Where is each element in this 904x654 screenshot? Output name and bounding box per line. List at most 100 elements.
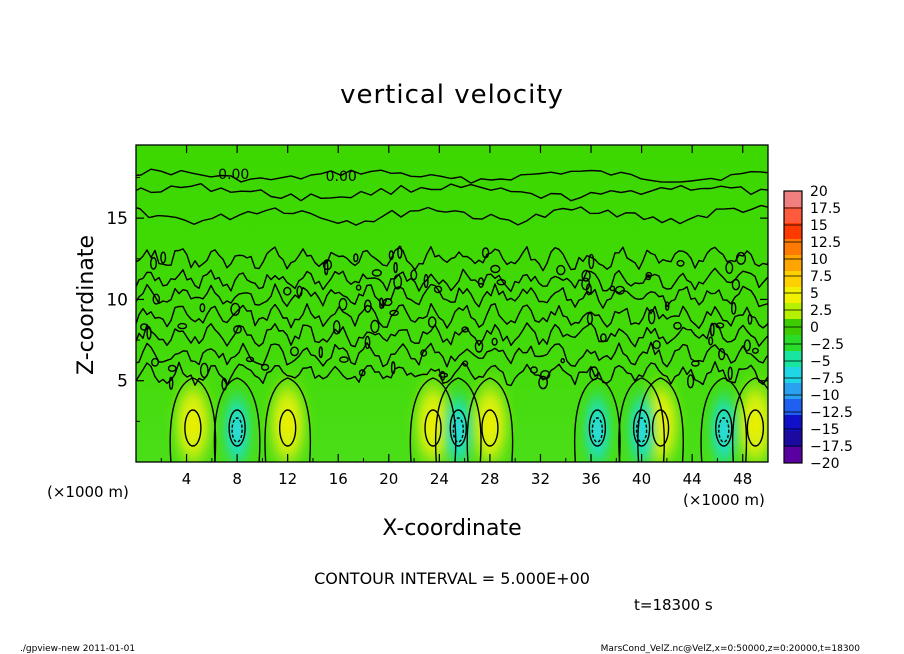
colorbar-label: 5: [810, 286, 819, 302]
contour-line: [136, 183, 768, 202]
colorbar-swatch: [784, 351, 802, 368]
contour-loop: [560, 358, 566, 364]
contour-loop-negative: [591, 417, 604, 443]
contour-loop: [600, 333, 607, 343]
contour-loop: [746, 409, 765, 447]
contour-loop: [433, 285, 443, 294]
x-tick-label: 4: [182, 470, 192, 488]
contour-line: [573, 377, 621, 462]
contour-loop: [278, 409, 297, 447]
contour-loop: [715, 322, 725, 329]
x-axis-label: X-coordinate: [382, 516, 521, 541]
contour-loop: [290, 346, 300, 357]
contour-loop: [160, 251, 167, 264]
contour-loop: [747, 313, 753, 325]
colorbar-swatch: [784, 399, 802, 416]
contour-loop: [168, 376, 174, 390]
colorbar-swatch: [784, 367, 802, 384]
y-tick-label: 5: [117, 372, 128, 392]
colorbar-label: 7.5: [810, 269, 832, 285]
contour-loop: [718, 348, 726, 361]
contour-line: [136, 283, 768, 309]
contour-loop: [614, 285, 626, 295]
contour-line: [731, 377, 768, 462]
contour-loop: [370, 319, 380, 334]
contour-loop: [708, 336, 714, 346]
contour-loop: [199, 362, 209, 379]
contour-loop: [228, 409, 246, 447]
colorbar-label: 0: [810, 320, 819, 336]
contour-loop-negative: [231, 417, 243, 443]
colorbar-swatch: [784, 239, 802, 256]
contour-loop: [585, 283, 592, 296]
contour-loop: [371, 269, 382, 277]
colorbar-swatch: [784, 287, 802, 304]
colorbar-swatch: [784, 431, 802, 448]
contour-line: [169, 377, 217, 462]
contour-loop: [588, 253, 595, 270]
updraft-field: [261, 364, 314, 462]
contour-loop: [461, 326, 469, 333]
contour-loop: [477, 277, 485, 288]
colorbar-label: −5: [810, 354, 831, 370]
contour-loop: [150, 357, 159, 367]
downdraft-field: [623, 382, 660, 462]
footer-left: ./gpview-new 2011-01-01: [20, 644, 135, 654]
contour-loop: [715, 409, 733, 447]
contour-loop: [260, 363, 270, 371]
contour-loop: [230, 302, 241, 316]
contour-loop: [397, 245, 403, 259]
x-unit-right: (×1000 m): [683, 491, 765, 509]
contour-loop: [690, 360, 700, 367]
contour-loop: [481, 409, 499, 447]
contour-loop: [481, 247, 490, 259]
contour-loop: [424, 409, 442, 447]
contour-line: [213, 377, 261, 462]
x-tick-label: 8: [232, 470, 242, 488]
contour-loop: [296, 285, 303, 297]
contour-loop: [491, 337, 498, 346]
contour-value-label: 0.00: [326, 169, 357, 185]
contour-loop: [199, 303, 206, 313]
colorbar-swatch: [784, 383, 802, 400]
colorbar-swatch: [784, 415, 802, 432]
colorbar-label: 10: [810, 252, 828, 268]
contour-loop: [490, 264, 501, 274]
contour-loop: [540, 369, 551, 380]
contour-loop: [727, 366, 733, 381]
x-tick-label: 24: [430, 470, 449, 488]
plot-frame: [135, 144, 769, 463]
contour-loop: [393, 262, 398, 274]
contour-loop: [652, 340, 661, 350]
contour-loop: [438, 372, 449, 378]
colorbar-swatch: [784, 447, 802, 464]
contour-loop: [393, 274, 403, 290]
contour-loop: [149, 256, 157, 270]
contour-loop-negative: [635, 417, 648, 443]
colorbar-label: 20: [810, 184, 828, 200]
contour-line: [136, 341, 768, 368]
contour-loop: [651, 409, 670, 447]
contour-loop: [363, 299, 372, 313]
contour-loop: [735, 251, 747, 265]
contour-loop: [462, 360, 469, 367]
contour-loop: [420, 349, 428, 357]
contour-loop: [167, 364, 177, 373]
colorbar-label: 12.5: [810, 235, 841, 251]
contour-loop: [529, 366, 538, 374]
x-tick-label: 28: [480, 470, 499, 488]
contour-line: [264, 377, 312, 462]
colorbar: 2017.51512.5107.552.50−2.5−5−7.5−10−12.5…: [783, 184, 853, 472]
updraft-field: [463, 364, 516, 462]
contour-line: [409, 377, 457, 462]
x-tick-label: 16: [329, 470, 348, 488]
colorbar-swatch: [784, 335, 802, 352]
contour-loop: [146, 326, 152, 340]
x-tick-label: 36: [581, 470, 600, 488]
contour-line: [466, 377, 514, 462]
contour-loop-negative: [718, 417, 730, 443]
contour-interval-note: CONTOUR INTERVAL = 5.000E+00: [314, 569, 590, 588]
contour-line: [136, 168, 768, 184]
